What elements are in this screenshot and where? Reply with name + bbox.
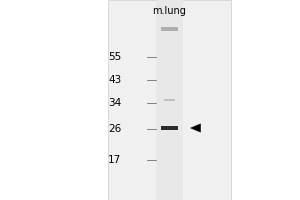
Text: m.lung: m.lung (153, 6, 186, 16)
Bar (161, 126, 178, 130)
Text: 17: 17 (108, 155, 122, 165)
Bar (164, 99, 175, 101)
Text: 26: 26 (108, 124, 122, 134)
Polygon shape (190, 124, 201, 132)
Text: 55: 55 (108, 52, 122, 62)
Text: 43: 43 (108, 75, 122, 85)
Bar (108, 0, 231, 200)
Text: 34: 34 (108, 98, 122, 108)
Bar (156, 0, 183, 200)
Bar (161, 27, 178, 31)
